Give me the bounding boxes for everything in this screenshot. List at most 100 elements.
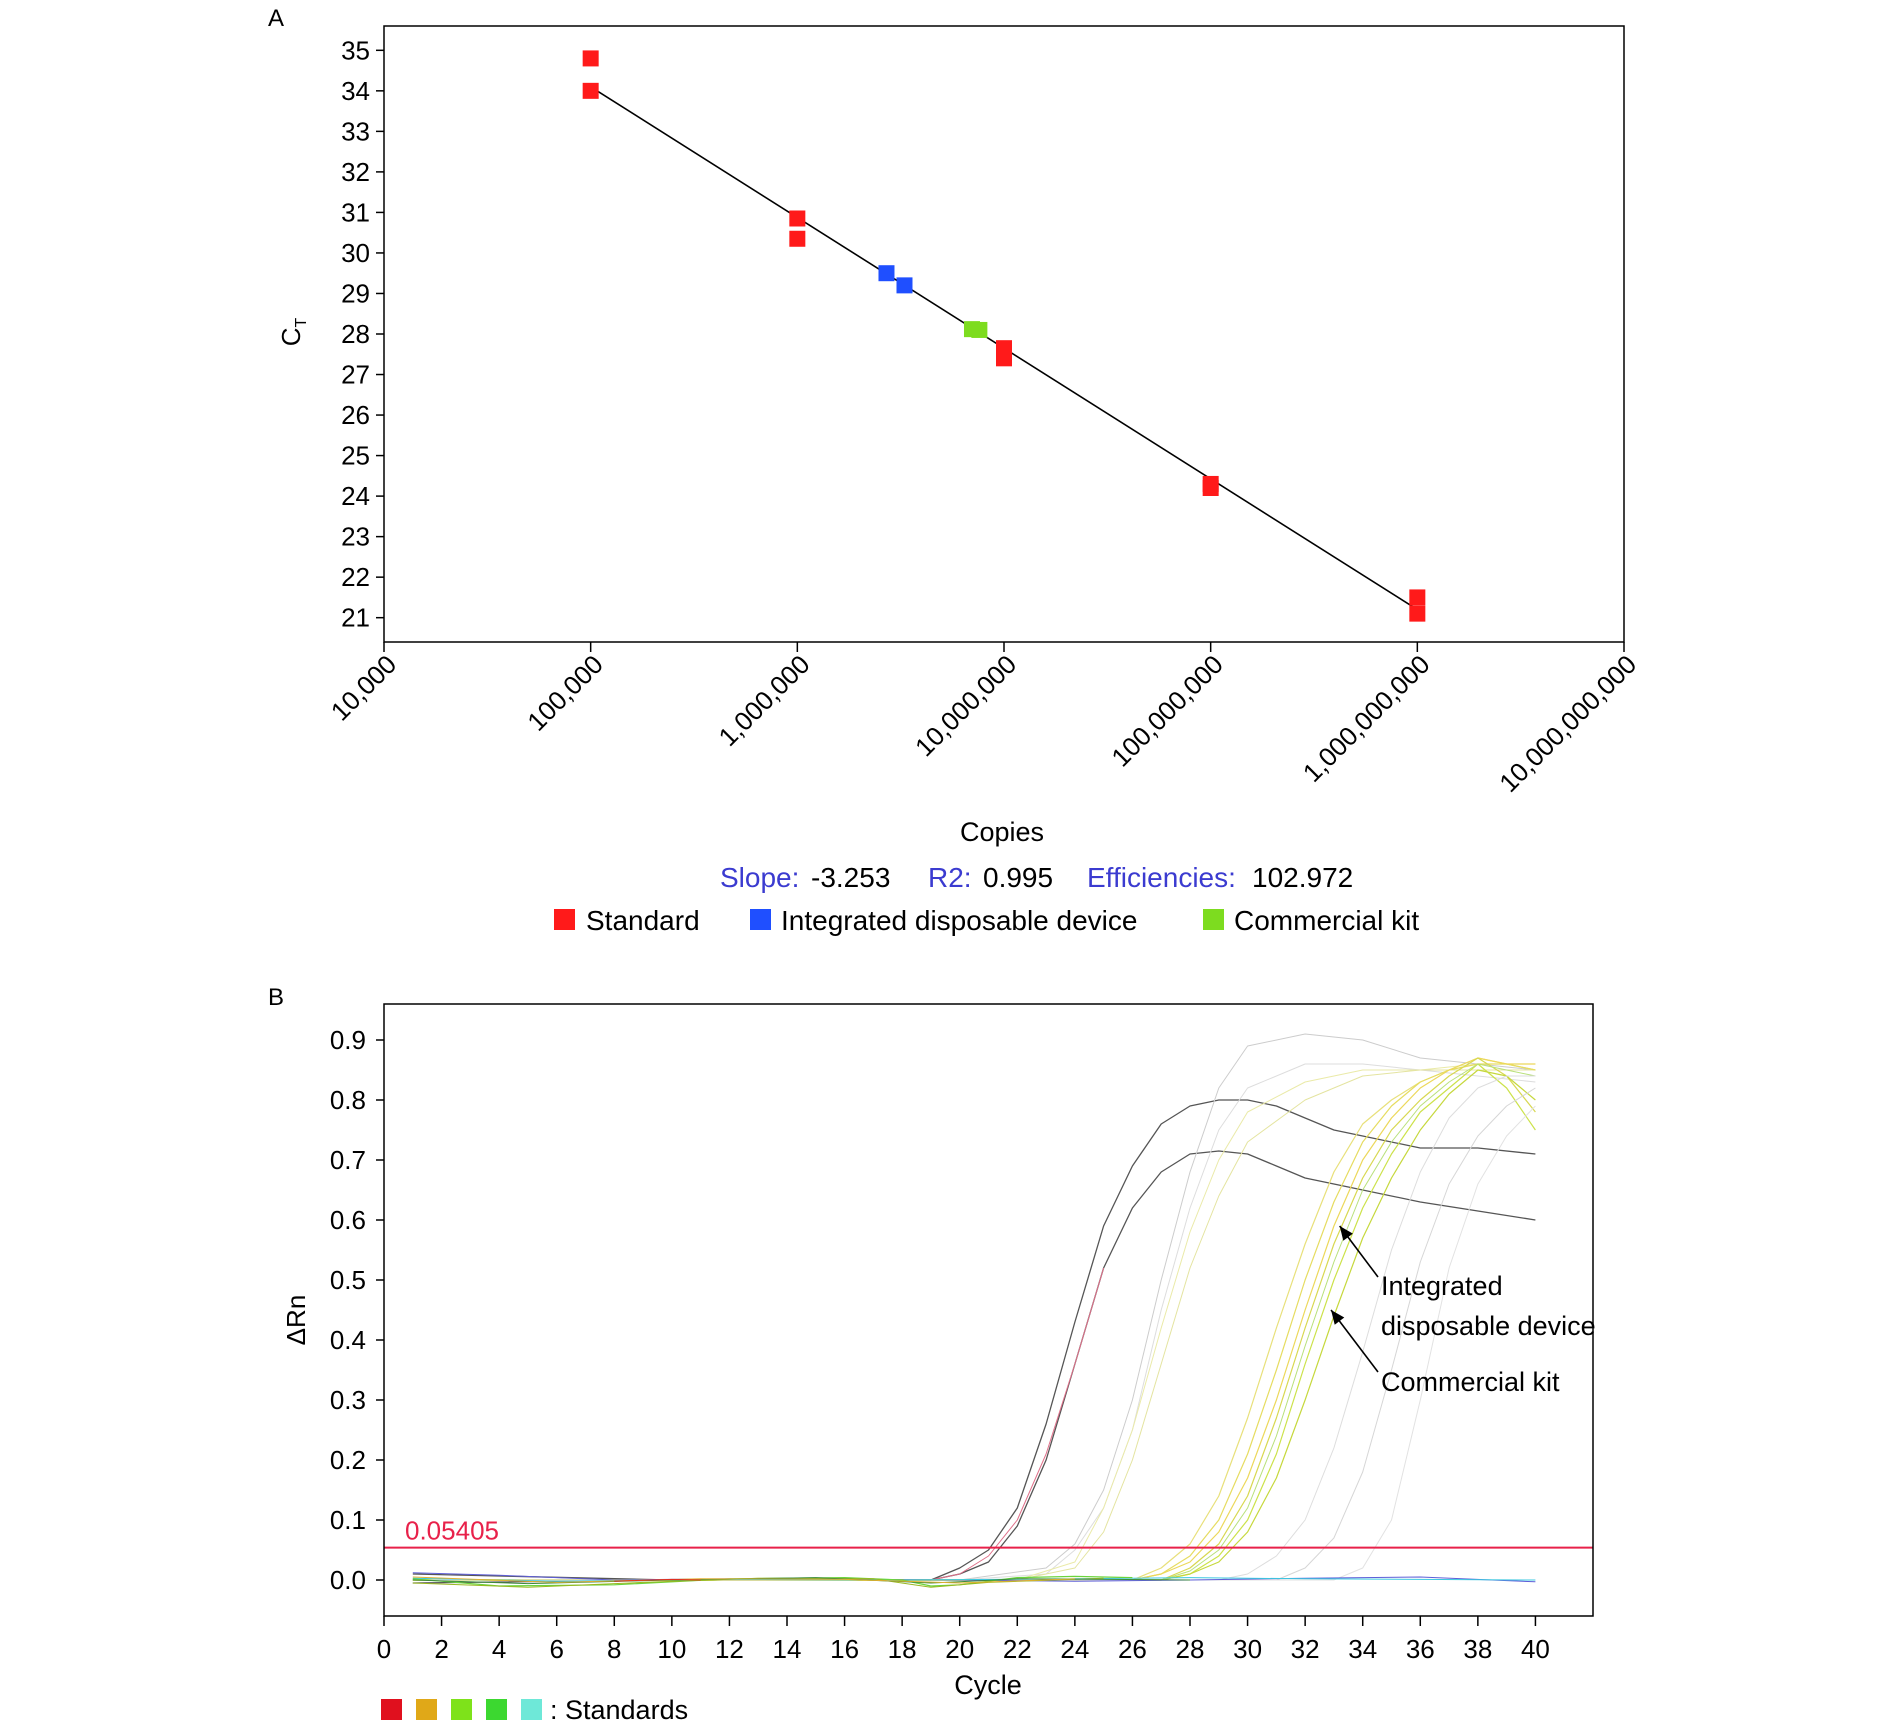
x-tick-label: 12	[715, 1634, 744, 1664]
panel-b: B 0.05405 0.0 0.1 0.2 0.3 0.4 0.5 0.6 0.7 0.8 0.9…	[268, 984, 1596, 1725]
x-tick-label: 1,000,000	[713, 649, 816, 752]
amplification-curve	[412, 1057, 1536, 1581]
panel-b-y-axis-label: ΔRn	[281, 1295, 311, 1346]
y-tick-label: 31	[341, 197, 370, 227]
panel-b-standards-legend: : Standards	[381, 1695, 688, 1725]
x-tick-label: 8	[607, 1634, 621, 1664]
data-point	[878, 265, 895, 282]
y-tick-label: 0.5	[330, 1265, 366, 1295]
x-tick-label: 10,000	[325, 649, 402, 726]
annotation-arrow-head	[1331, 1310, 1345, 1325]
panel-a-y-axis-label: CT	[276, 318, 310, 347]
amplification-curve	[412, 1577, 1104, 1588]
legend-label-commercial-kit: Commercial kit	[1234, 905, 1419, 936]
slope-value: -3.253	[811, 862, 890, 893]
x-tick-label: 26	[1118, 1634, 1147, 1664]
panel-b-plot-frame	[383, 1003, 1594, 1617]
x-tick-label: 32	[1291, 1634, 1320, 1664]
data-point	[789, 230, 806, 247]
efficiencies-label: Efficiencies:	[1087, 862, 1236, 893]
y-tick-label: 0.2	[330, 1445, 366, 1475]
panel-b-y-axis: 0.0 0.1 0.2 0.3 0.4 0.5 0.6 0.7 0.8 0.9	[330, 1025, 384, 1595]
amplification-curve	[614, 1578, 701, 1582]
standards-legend-swatch	[416, 1699, 437, 1720]
y-tick-label: 29	[341, 278, 370, 308]
x-tick-label: 18	[888, 1634, 917, 1664]
panel-b-x-axis: 0 2 4 6 8 10 12 14 16 18 20 22 24 26 28 30 32 34 36 38 40	[377, 1616, 1550, 1664]
amplification-curve	[412, 1069, 1536, 1581]
x-tick-label: 20	[945, 1634, 974, 1664]
y-tick-label: 0.8	[330, 1085, 366, 1115]
standards-legend-swatch	[451, 1699, 472, 1720]
x-tick-label: 1,000,000,000	[1297, 649, 1436, 788]
panel-a-x-axis: 10,000 100,000 1,000,000 10,000,000 100,000,…	[325, 642, 1642, 798]
data-point	[996, 350, 1012, 367]
amplification-curve	[412, 1150, 1536, 1584]
y-tick-label: 0.0	[330, 1565, 366, 1595]
panel-b-x-axis-label: Cycle	[954, 1670, 1022, 1700]
y-tick-label: 30	[341, 238, 370, 268]
y-tick-label: 32	[341, 157, 370, 187]
annotation-commercial-kit: Commercial kit	[1381, 1367, 1560, 1397]
r2-label: R2:	[928, 862, 972, 893]
x-tick-label: 38	[1463, 1634, 1492, 1664]
y-tick-label: 0.4	[330, 1325, 366, 1355]
annotation-arrow-head	[1339, 1226, 1353, 1241]
data-point	[1409, 589, 1426, 606]
y-tick-label: 0.7	[330, 1145, 366, 1175]
x-tick-label: 0	[377, 1634, 391, 1664]
y-tick-label: 25	[341, 441, 370, 471]
y-tick-label: 28	[341, 319, 370, 349]
x-tick-label: 14	[773, 1634, 802, 1664]
amplification-curve	[412, 1057, 1536, 1581]
amplification-curve	[412, 1069, 1536, 1581]
x-tick-label: 24	[1060, 1634, 1089, 1664]
y-tick-label: 34	[341, 76, 370, 106]
x-tick-label: 4	[492, 1634, 506, 1664]
x-tick-label: 34	[1348, 1634, 1377, 1664]
legend-swatch-standard	[554, 909, 575, 930]
annotation-integrated-line1: Integrated	[1381, 1271, 1503, 1301]
y-tick-label: 0.9	[330, 1025, 366, 1055]
y-tick-label: 24	[341, 481, 370, 511]
y-tick-label: 22	[341, 562, 370, 592]
data-point	[896, 277, 913, 294]
amplification-curve	[412, 1105, 1536, 1581]
y-tick-label: 0.6	[330, 1205, 366, 1235]
x-tick-label: 10,000,000	[909, 649, 1022, 762]
panel-a-legend: Standard Integrated disposable device Co…	[554, 905, 1419, 936]
data-point	[789, 210, 806, 227]
legend-swatch-integrated-device	[750, 909, 771, 930]
panel-b-label: B	[268, 984, 284, 1011]
x-tick-label: 6	[549, 1634, 563, 1664]
standards-legend-label: : Standards	[550, 1695, 688, 1725]
x-tick-label: 36	[1406, 1634, 1435, 1664]
panel-a-y-axis: 21 22 23 24 25 26 27 28 29 30 31 32 33 34 35	[341, 35, 384, 633]
x-tick-label: 22	[1003, 1634, 1032, 1664]
amplification-curve	[412, 1063, 1536, 1581]
x-tick-label: 16	[830, 1634, 859, 1664]
x-tick-label: 100,000	[521, 649, 609, 737]
y-tick-label: 0.3	[330, 1385, 366, 1415]
amplification-curve	[412, 1033, 1536, 1581]
amplification-curve	[412, 1087, 1536, 1581]
slope-label: Slope:	[720, 862, 799, 893]
panel-a-points	[582, 50, 1426, 622]
efficiencies-value: 102.972	[1252, 862, 1353, 893]
amplification-curve	[412, 1075, 1536, 1581]
y-tick-label: 0.1	[330, 1505, 366, 1535]
standards-legend-swatch	[521, 1699, 542, 1720]
amplification-curve	[412, 1063, 1536, 1581]
x-tick-label: 100,000,000	[1105, 649, 1228, 772]
standards-legend-swatch	[381, 1699, 402, 1720]
r2-value: 0.995	[983, 862, 1053, 893]
y-tick-label: 21	[341, 603, 370, 633]
panel-a-plot-frame	[383, 25, 1625, 643]
amplification-curve	[412, 1576, 1075, 1584]
data-point	[582, 50, 599, 67]
amplification-curve	[412, 1063, 1536, 1581]
amplification-curve	[412, 1063, 1536, 1581]
data-point	[971, 321, 988, 338]
x-tick-label: 40	[1521, 1634, 1550, 1664]
